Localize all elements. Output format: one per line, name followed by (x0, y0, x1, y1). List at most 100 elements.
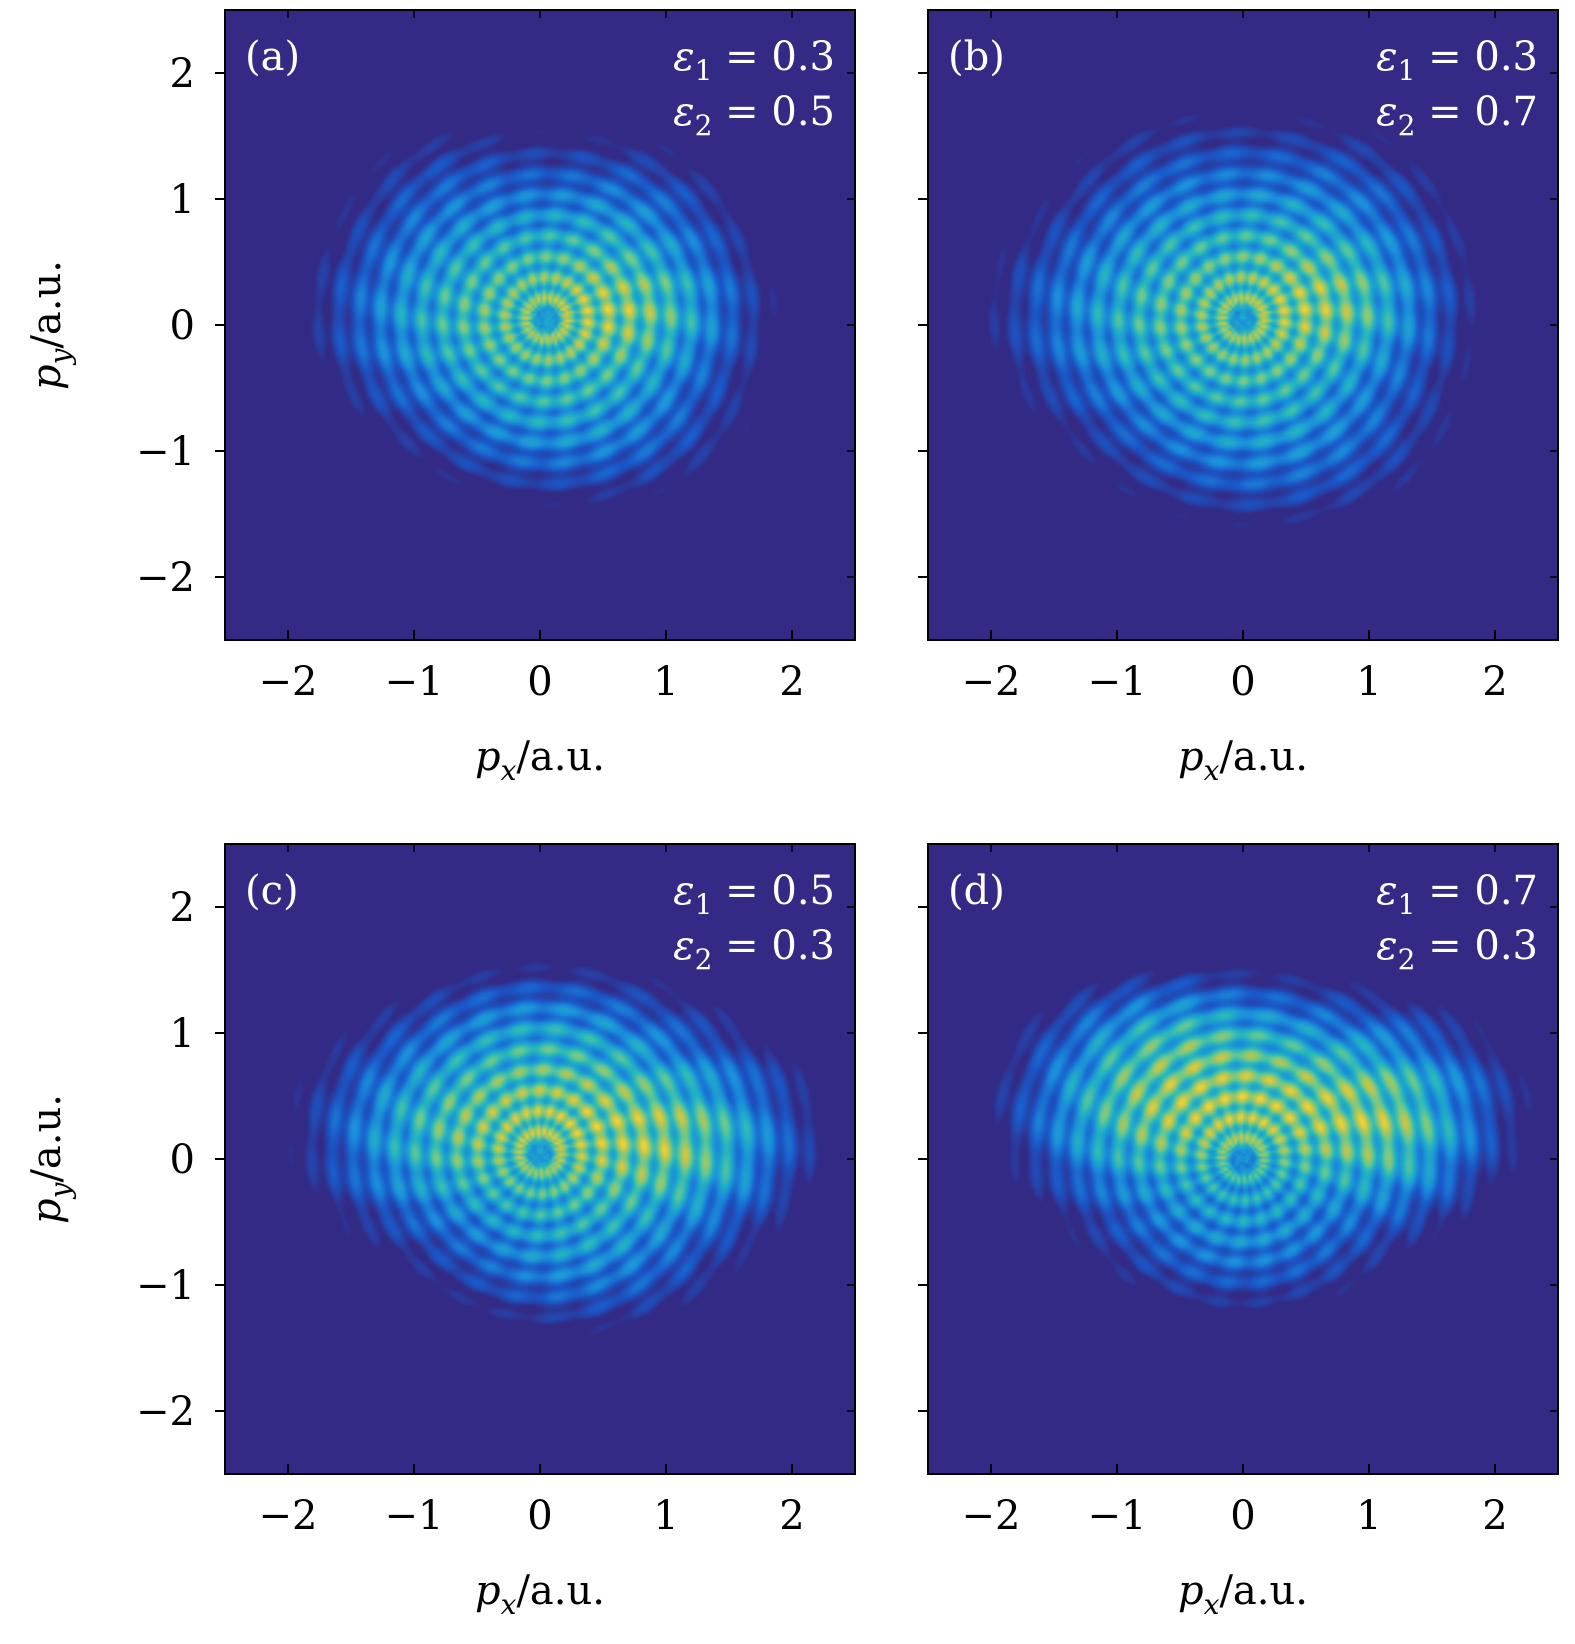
panel-tag: (b) (948, 34, 1005, 80)
x-tick-label: −2 (962, 1493, 1021, 1539)
x-axis-label-sub: x (501, 754, 517, 787)
equals-sign: = (1415, 89, 1474, 135)
x-axis-label-var: p (1178, 734, 1204, 780)
epsilon-symbol: ε (1376, 868, 1397, 914)
x-tick-label: −1 (385, 659, 444, 705)
panel-tag: (c) (245, 868, 299, 914)
epsilon-symbol: ε (673, 89, 694, 135)
epsilon-subscript: 2 (1398, 943, 1416, 976)
y-axis-label-var: p (24, 364, 70, 390)
equals-sign: = (1415, 923, 1474, 969)
x-tick-label: 1 (653, 1493, 678, 1539)
x-tick-label: 2 (779, 659, 804, 705)
epsilon1-value: 0.3 (771, 34, 835, 80)
x-axis-label: px/a.u. (1178, 734, 1308, 787)
epsilon1-annotation: ε1 = 0.3 (1376, 34, 1538, 87)
x-axis-label-sub: x (1204, 1588, 1220, 1621)
y-tick-label: 0 (170, 1137, 195, 1183)
epsilon-symbol: ε (1376, 34, 1397, 80)
x-tick-label: −2 (962, 659, 1021, 705)
x-tick-label: 1 (1356, 659, 1381, 705)
x-axis-label-sub: x (1204, 754, 1220, 787)
panel-tag: (d) (948, 868, 1005, 914)
equals-sign: = (1415, 34, 1474, 80)
x-tick-label: 1 (1356, 1493, 1381, 1539)
epsilon-subscript: 2 (1398, 109, 1416, 142)
y-tick-label: 1 (170, 1011, 195, 1057)
x-tick-label: 0 (1230, 659, 1255, 705)
epsilon2-value: 0.3 (1474, 923, 1538, 969)
equals-sign: = (1415, 868, 1474, 914)
epsilon-subscript: 2 (695, 109, 713, 142)
y-tick-label: −1 (136, 1263, 195, 1309)
epsilon1-annotation: ε1 = 0.5 (673, 868, 835, 921)
heatmap-image (928, 844, 1558, 1474)
panel-b: −2 −1 0 1 2px/a.u.(b) ε1 = 0.3ε2 = 0.7 (918, 9, 1559, 787)
epsilon2-value: 0.7 (1474, 89, 1538, 135)
epsilon-subscript: 2 (695, 943, 713, 976)
x-tick-label: −2 (259, 659, 318, 705)
epsilon-symbol: ε (673, 868, 694, 914)
equals-sign: = (712, 868, 771, 914)
y-axis-label-sub: y (44, 347, 77, 366)
epsilon-symbol: ε (673, 34, 694, 80)
equals-sign: = (712, 923, 771, 969)
epsilon1-value: 0.5 (771, 868, 835, 914)
y-axis-label-sub: y (44, 1181, 77, 1200)
y-tick-label: 2 (170, 51, 195, 97)
x-tick-label: 2 (779, 1493, 804, 1539)
y-tick-label: 0 (170, 303, 195, 349)
x-axis-label: px/a.u. (1178, 1568, 1308, 1621)
y-tick-label: −2 (136, 1389, 195, 1435)
epsilon2-annotation: ε2 = 0.5 (673, 89, 835, 142)
epsilon2-annotation: ε2 = 0.7 (1376, 89, 1538, 142)
epsilon-symbol: ε (1376, 89, 1397, 135)
x-tick-label: 1 (653, 659, 678, 705)
epsilon-subscript: 1 (1398, 54, 1416, 87)
y-axis-label: py/a.u. (24, 1094, 77, 1224)
epsilon1-annotation: ε1 = 0.7 (1376, 868, 1538, 921)
x-axis-label-unit: /a.u. (1219, 1568, 1308, 1614)
heatmap-image (225, 10, 855, 640)
x-tick-label: −1 (385, 1493, 444, 1539)
y-axis-label-unit: /a.u. (24, 260, 70, 349)
x-tick-label: 0 (527, 1493, 552, 1539)
epsilon-subscript: 1 (695, 888, 713, 921)
x-axis-label-sub: x (501, 1588, 517, 1621)
epsilon2-annotation: ε2 = 0.3 (1376, 923, 1538, 976)
x-axis-label: px/a.u. (475, 1568, 605, 1621)
x-axis-label-var: p (1178, 1568, 1204, 1614)
epsilon2-value: 0.3 (771, 923, 835, 969)
equals-sign: = (712, 89, 771, 135)
epsilon1-value: 0.3 (1474, 34, 1538, 80)
x-axis-label-unit: /a.u. (516, 734, 605, 780)
y-axis-label-var: p (24, 1198, 70, 1224)
x-tick-label: 2 (1482, 1493, 1507, 1539)
panel-tag: (a) (245, 34, 300, 80)
x-axis-label: px/a.u. (475, 734, 605, 787)
epsilon-subscript: 1 (1398, 888, 1416, 921)
x-tick-label: 2 (1482, 659, 1507, 705)
y-axis-label-unit: /a.u. (24, 1094, 70, 1183)
x-tick-label: −1 (1088, 1493, 1147, 1539)
epsilon1-value: 0.7 (1474, 868, 1538, 914)
x-axis-label-var: p (475, 734, 501, 780)
x-tick-label: −1 (1088, 659, 1147, 705)
equals-sign: = (712, 34, 771, 80)
x-tick-label: −2 (259, 1493, 318, 1539)
epsilon-subscript: 1 (695, 54, 713, 87)
y-tick-label: 2 (170, 885, 195, 931)
x-axis-label-var: p (475, 1568, 501, 1614)
epsilon1-annotation: ε1 = 0.3 (673, 34, 835, 87)
epsilon2-value: 0.5 (771, 89, 835, 135)
x-axis-label-unit: /a.u. (516, 1568, 605, 1614)
epsilon2-annotation: ε2 = 0.3 (673, 923, 835, 976)
x-tick-label: 0 (527, 659, 552, 705)
heatmap-image (225, 844, 855, 1474)
epsilon-symbol: ε (1376, 923, 1397, 969)
panel-d: −2 −1 0 1 2px/a.u.(d) ε1 = 0.7ε2 = 0.3 (918, 843, 1559, 1621)
epsilon-symbol: ε (673, 923, 694, 969)
